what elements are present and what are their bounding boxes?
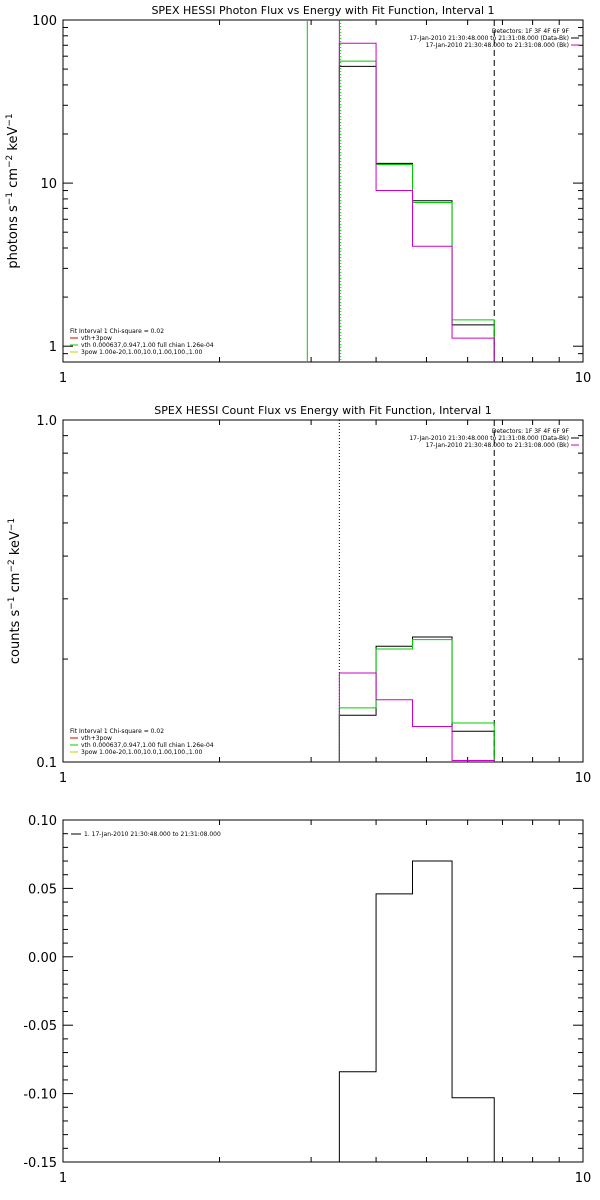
panel1-y-axis-label: photons s−1 cm−2 keV−1 [5, 113, 21, 268]
panel2-legend-bl-item: vth 0.000637,0.947,1.00 full chian 1.26e… [81, 742, 214, 749]
panel2-series-3 [338, 672, 495, 762]
panel1-legend-bl-item: vth+3pow [81, 335, 112, 342]
panel3-x-tick-label: 10 [575, 1171, 592, 1186]
panel2-y-label-part: cm [8, 573, 23, 597]
panel2-frame [62, 419, 584, 763]
panel3-y-tick-label: 0.00 [28, 951, 57, 966]
panel2-y-label-part: keV [8, 531, 23, 559]
panel2-y-label-part: −1 [7, 518, 17, 531]
panel2-legend-bl-item: 3pow 1.00e-20,1.00,10.0,1.00,100.,1.00 [81, 749, 202, 756]
panel2-y-label-part: counts s [8, 610, 23, 665]
panel1-series-1 [338, 65, 495, 362]
panel3-legend-tl-item: 1. 17-Jan-2010 21:30:48.000 to 21:31:08.… [84, 831, 221, 838]
panel1-frame [62, 19, 584, 363]
panel1-x-tick-label: 10 [575, 371, 592, 386]
panel1-legend-tr-item: Detectors: 1F 3F 4F 6F 9F [492, 28, 570, 35]
panel1-legend-bl-item: vth 0.000637,0.947,1.00 full chian 1.26e… [81, 342, 214, 349]
panel3-y-tick-label: -0.10 [23, 1088, 57, 1103]
panel1-y-tick-label: 1 [49, 340, 57, 355]
panel1-y-tick-label: 10 [40, 177, 57, 192]
panel2-x-tick-label: 1 [59, 771, 67, 786]
panel2-y-tick-label: 0.1 [36, 756, 57, 771]
panel2-legend-bl-item: Fit Interval 1 Chi-square = 0.02 [70, 728, 164, 735]
panel1-title: SPEX HESSI Photon Flux vs Energy with Fi… [151, 4, 494, 17]
panel2-legend-tr-item: Detectors: 1F 3F 4F 6F 9F [492, 428, 570, 435]
panel1-series-2 [338, 60, 495, 362]
panel1-series-3 [338, 42, 495, 362]
panel1-legend-tr-item: 17-Jan-2010 21:30:48.000 to 21:31:08.000… [426, 42, 569, 49]
panel2-y-label-part: −1 [7, 596, 17, 609]
panel1-y-label-part: keV [6, 127, 21, 155]
panel3-y-tick-label: 0.10 [28, 814, 57, 829]
panel2-title: SPEX HESSI Count Flux vs Energy with Fit… [154, 404, 491, 417]
panel1-y-label-part: cm [6, 168, 21, 192]
panel2-legend-tr-item: 17-Jan-2010 21:30:48.000 to 21:31:08.000… [409, 435, 569, 442]
panel1-y-label-part: −2 [5, 155, 15, 168]
panel3-y-tick-label: 0.05 [28, 882, 57, 897]
panel1-legend-bl-item: 3pow 1.00e-20,1.00,10.0,1.00,100.,1.00 [81, 349, 202, 356]
panel1-y-label-part: −1 [5, 113, 15, 126]
panel2-legend-tr-item: 17-Jan-2010 21:30:48.000 to 21:31:08.000… [426, 442, 569, 449]
panel3-x-tick-label: 1 [59, 1171, 67, 1186]
panel1-legend-tr-item: 17-Jan-2010 21:30:48.000 to 21:31:08.000… [409, 35, 569, 42]
panel1-y-label-part: −1 [5, 192, 15, 205]
panel2-series-1 [338, 636, 495, 762]
panel3-y-tick-label: -0.15 [23, 1156, 57, 1171]
panel1-legend-bl-item: Fit Interval 1 Chi-square = 0.02 [70, 328, 164, 335]
panel2-y-axis-label: counts s−1 cm−2 keV−1 [7, 518, 23, 664]
panel1-x-tick-label: 1 [59, 371, 67, 386]
panel2-series-2 [338, 639, 495, 762]
panel3-frame [62, 819, 584, 1163]
panel1-y-tick-label: 100 [32, 14, 57, 29]
panel3-y-tick-label: -0.05 [23, 1019, 57, 1034]
panel2-y-tick-label: 1.0 [36, 414, 57, 429]
panel2-legend-bl-item: vth+3pow [81, 735, 112, 742]
panel2-x-tick-label: 10 [575, 771, 592, 786]
panel3-series-1 [338, 860, 495, 1162]
panel2-y-label-part: −2 [7, 559, 17, 572]
panel1-y-label-part: photons s [6, 205, 21, 269]
